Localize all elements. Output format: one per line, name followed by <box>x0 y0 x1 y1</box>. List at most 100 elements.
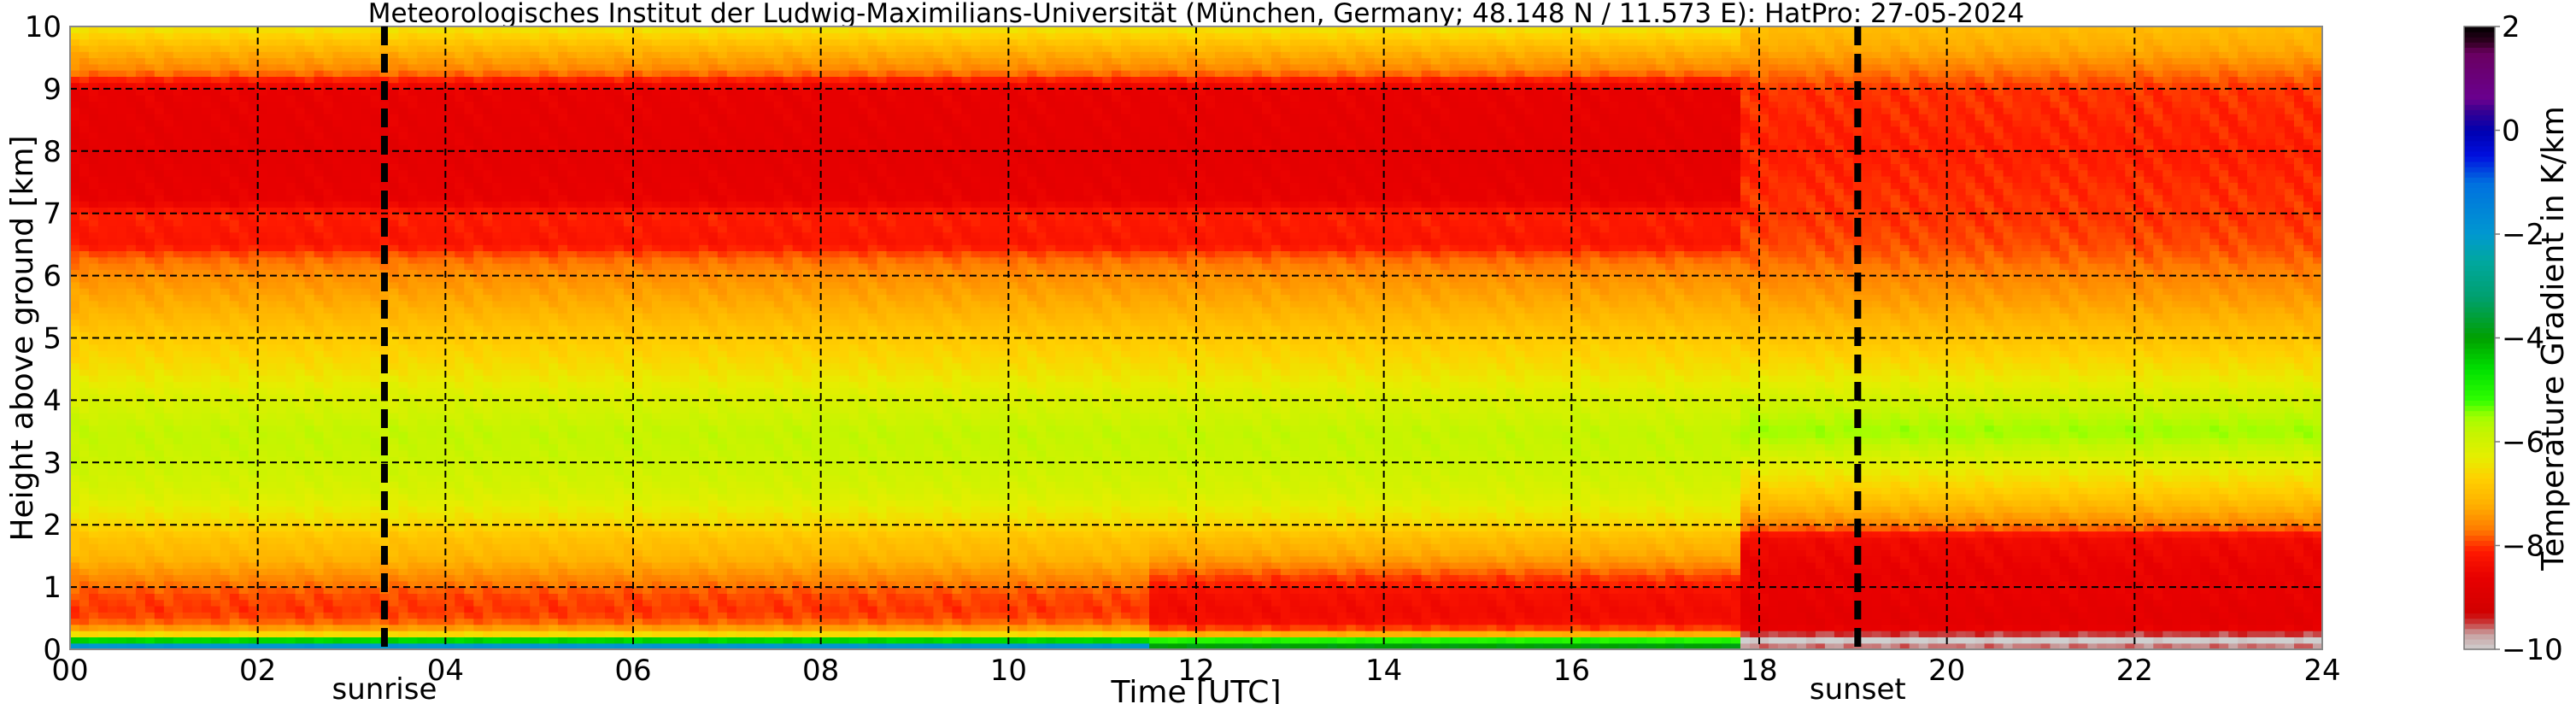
heatmap-cell <box>398 468 408 476</box>
heatmap-cell <box>116 425 127 432</box>
heatmap-cell <box>97 95 109 103</box>
heatmap-cell <box>248 138 259 146</box>
heatmap-cell <box>238 157 249 164</box>
heatmap-cell <box>163 63 174 71</box>
heatmap-cell <box>530 76 540 84</box>
heatmap-cell <box>79 95 90 103</box>
heatmap-cell <box>473 176 484 183</box>
heatmap-cell <box>323 38 334 46</box>
heatmap-cell <box>520 157 531 164</box>
heatmap-cell <box>70 44 80 52</box>
heatmap-cell <box>201 368 212 376</box>
heatmap-cell <box>492 157 502 164</box>
heatmap-cell <box>135 394 146 401</box>
heatmap-cell <box>70 537 80 544</box>
heatmap-cell <box>238 232 249 239</box>
heatmap-cell <box>417 506 427 513</box>
heatmap-cell <box>417 232 427 239</box>
heatmap-cell <box>445 114 455 120</box>
heatmap-cell <box>248 207 259 214</box>
heatmap-cell <box>530 182 540 190</box>
heatmap-cell <box>455 406 465 414</box>
heatmap-cell <box>295 250 306 258</box>
heatmap-cell <box>70 631 80 637</box>
heatmap-cell <box>502 138 512 146</box>
heatmap-cell <box>182 624 193 631</box>
heatmap-cell <box>473 587 484 594</box>
heatmap-cell <box>398 207 408 214</box>
heatmap-cell <box>323 512 334 519</box>
heatmap-cell <box>70 188 80 196</box>
heatmap-cell <box>398 642 408 650</box>
heatmap-cell <box>361 138 372 146</box>
heatmap-cell <box>210 525 221 532</box>
heatmap-cell <box>323 350 334 357</box>
heatmap-cell <box>173 419 184 426</box>
heatmap-cell <box>342 381 353 389</box>
heatmap-cell <box>126 213 137 220</box>
heatmap-cell <box>436 194 446 202</box>
heatmap-cell <box>154 337 165 345</box>
heatmap-cell <box>530 120 540 127</box>
heatmap-cell <box>483 419 493 426</box>
heatmap-cell <box>342 294 353 302</box>
heatmap-cell <box>445 163 455 171</box>
heatmap-cell <box>314 26 325 33</box>
heatmap-cell <box>389 406 399 414</box>
heatmap-cell <box>97 543 109 550</box>
heatmap-cell <box>370 400 381 408</box>
heatmap-cell <box>530 481 540 489</box>
heatmap-cell <box>144 337 155 345</box>
heatmap-cell <box>229 624 240 631</box>
heatmap-cell <box>520 431 531 438</box>
heatmap-cell <box>520 555 531 563</box>
heatmap-cell <box>210 281 221 289</box>
heatmap-cell <box>464 70 474 77</box>
heatmap-cell <box>417 325 427 332</box>
heatmap-cell <box>248 95 259 103</box>
heatmap-cell <box>464 250 474 258</box>
heatmap-cell <box>455 413 465 419</box>
heatmap-cell <box>332 437 343 444</box>
heatmap-cell <box>304 506 315 513</box>
heatmap-cell <box>342 537 353 544</box>
heatmap-cell <box>126 481 137 489</box>
heatmap-cell <box>473 413 484 419</box>
heatmap-cell <box>511 437 521 444</box>
heatmap-cell <box>502 150 512 158</box>
heatmap-cell <box>79 76 90 84</box>
heatmap-cell <box>398 220 408 226</box>
heatmap-cell <box>191 606 202 613</box>
heatmap-cell <box>126 238 137 245</box>
heatmap-cell <box>426 555 437 563</box>
heatmap-cell <box>238 263 249 270</box>
heatmap-cell <box>436 238 446 245</box>
heatmap-cell <box>473 506 484 513</box>
heatmap-cell <box>342 543 353 550</box>
heatmap-cell <box>351 163 362 171</box>
heatmap-cell <box>361 263 372 270</box>
heatmap-cell <box>464 132 474 139</box>
heatmap-cell <box>267 474 278 482</box>
heatmap-cell <box>361 176 372 183</box>
heatmap-cell <box>398 462 408 470</box>
heatmap-cell <box>351 82 362 90</box>
heatmap-cell <box>79 624 90 631</box>
heatmap-cell <box>154 580 165 588</box>
heatmap-cell <box>135 362 146 370</box>
heatmap-cell <box>314 194 325 202</box>
heatmap-cell <box>314 244 325 251</box>
heatmap-cell <box>473 82 484 90</box>
heatmap-cell <box>70 512 80 519</box>
heatmap-cell <box>295 88 306 96</box>
heatmap-cell <box>220 269 231 277</box>
heatmap-cell <box>332 313 343 320</box>
heatmap-cell <box>257 474 268 482</box>
heatmap-cell <box>191 387 202 395</box>
heatmap-cell <box>182 120 193 127</box>
heatmap-cell <box>464 331 474 339</box>
heatmap-cell <box>445 188 455 196</box>
heatmap-cell <box>135 506 146 513</box>
heatmap-cell <box>464 169 474 177</box>
heatmap-cell <box>323 531 334 538</box>
